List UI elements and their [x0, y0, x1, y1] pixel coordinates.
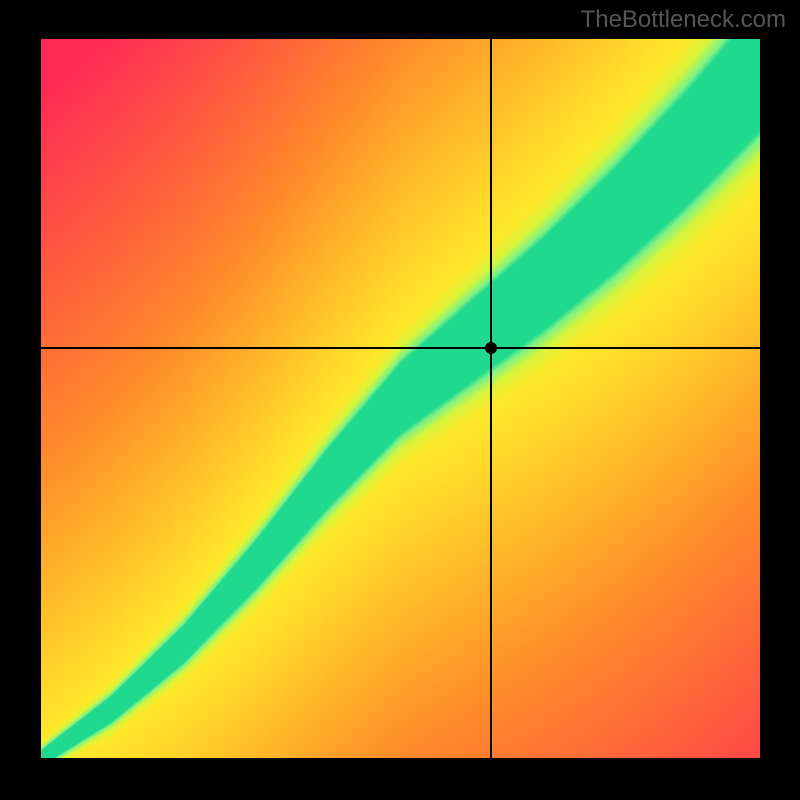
crosshair-horizontal	[39, 347, 762, 349]
bottleneck-heatmap	[39, 37, 762, 760]
marker-dot	[485, 342, 497, 354]
watermark-text: TheBottleneck.com	[581, 6, 786, 34]
chart-container: TheBottleneck.com	[0, 0, 800, 800]
crosshair-vertical	[490, 37, 492, 760]
